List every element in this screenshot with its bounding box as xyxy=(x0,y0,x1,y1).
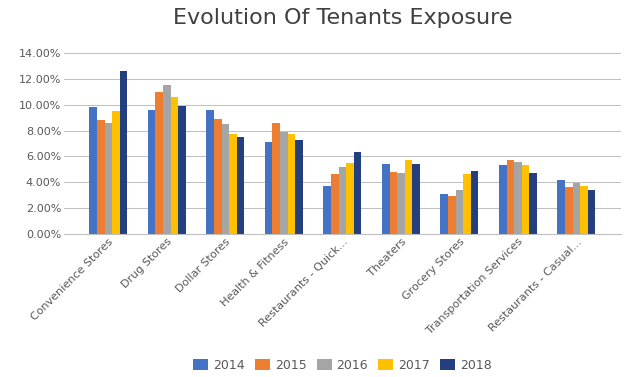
Bar xyxy=(331,175,339,234)
Bar xyxy=(565,187,573,234)
Bar xyxy=(440,194,448,234)
Bar xyxy=(506,160,514,234)
Bar xyxy=(171,97,179,234)
Bar xyxy=(354,152,362,234)
Bar xyxy=(163,86,171,234)
Bar xyxy=(97,120,104,234)
Bar xyxy=(295,139,303,234)
Bar xyxy=(573,184,580,234)
Bar xyxy=(214,119,221,234)
Bar xyxy=(346,163,354,234)
Bar xyxy=(514,161,522,234)
Bar xyxy=(382,164,390,234)
Bar xyxy=(179,106,186,234)
Bar xyxy=(280,132,288,234)
Bar xyxy=(323,186,331,234)
Bar xyxy=(522,166,529,234)
Bar xyxy=(288,135,295,234)
Bar xyxy=(404,160,412,234)
Bar xyxy=(156,92,163,234)
Title: Evolution Of Tenants Exposure: Evolution Of Tenants Exposure xyxy=(173,8,512,28)
Bar xyxy=(120,71,127,234)
Bar xyxy=(206,110,214,234)
Bar xyxy=(148,110,156,234)
Bar xyxy=(580,186,588,234)
Bar xyxy=(397,173,404,234)
Bar xyxy=(339,167,346,234)
Legend: 2014, 2015, 2016, 2017, 2018: 2014, 2015, 2016, 2017, 2018 xyxy=(188,354,497,377)
Bar xyxy=(557,179,565,234)
Bar xyxy=(463,175,471,234)
Bar xyxy=(529,173,537,234)
Bar xyxy=(104,123,112,234)
Bar xyxy=(112,111,120,234)
Bar xyxy=(221,124,229,234)
Bar xyxy=(588,190,595,234)
Bar xyxy=(412,164,420,234)
Bar xyxy=(390,172,397,234)
Bar xyxy=(471,170,479,234)
Bar xyxy=(273,123,280,234)
Bar xyxy=(499,166,506,234)
Bar xyxy=(90,107,97,234)
Bar xyxy=(229,135,237,234)
Bar xyxy=(448,196,456,234)
Bar xyxy=(456,190,463,234)
Bar xyxy=(237,137,244,234)
Bar xyxy=(265,142,273,234)
